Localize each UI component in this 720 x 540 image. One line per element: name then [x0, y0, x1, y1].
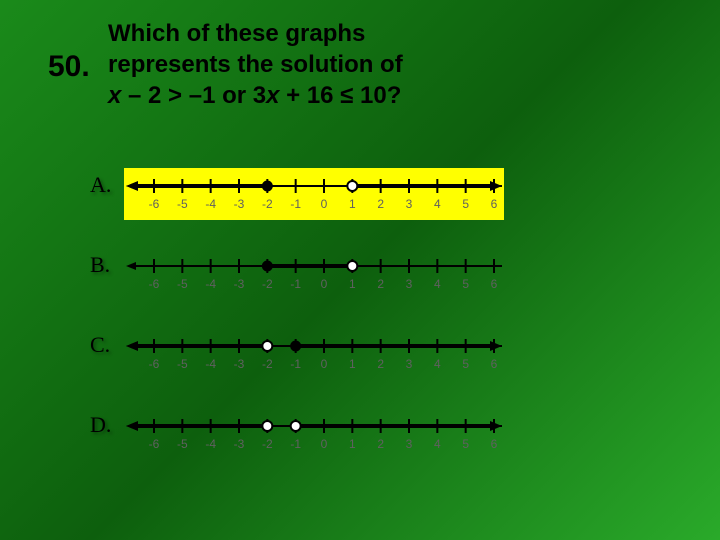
option-label: C.: [90, 328, 124, 358]
q-expr-tail: + 16 ≤ 10?: [279, 82, 401, 109]
option-row: A. -6 -5 -4 -3 -2 -1 0 1 2 3 4 5 6: [90, 168, 504, 220]
question-text: Which of these graphs represents the sol…: [108, 18, 660, 112]
svg-text:5: 5: [462, 357, 469, 371]
svg-text:1: 1: [349, 357, 356, 371]
svg-text:-4: -4: [205, 277, 216, 291]
svg-text:4: 4: [434, 197, 441, 211]
svg-text:-3: -3: [234, 357, 245, 371]
q-expr-mid: – 2 > –1 or 3: [121, 82, 266, 109]
svg-text:3: 3: [406, 197, 413, 211]
svg-text:-6: -6: [149, 197, 160, 211]
svg-text:4: 4: [434, 357, 441, 371]
svg-text:6: 6: [491, 437, 498, 451]
svg-text:1: 1: [349, 277, 356, 291]
numberline-graph: -6 -5 -4 -3 -2 -1 0 1 2 3 4 5 6: [124, 328, 504, 380]
svg-text:5: 5: [462, 197, 469, 211]
option-label: A.: [90, 168, 124, 198]
svg-text:-5: -5: [177, 357, 188, 371]
svg-text:2: 2: [377, 277, 384, 291]
options-container: A. -6 -5 -4 -3 -2 -1 0 1 2 3 4 5 6 B. -6 -5 -4 -3 -2 -1 0 1 2 3 4…: [90, 168, 504, 488]
svg-text:3: 3: [406, 277, 413, 291]
svg-text:2: 2: [377, 197, 384, 211]
numberline-graph: -6 -5 -4 -3 -2 -1 0 1 2 3 4 5 6: [124, 408, 504, 460]
svg-text:6: 6: [491, 277, 498, 291]
svg-text:-2: -2: [262, 277, 273, 291]
svg-text:3: 3: [406, 357, 413, 371]
q-line2: represents the solution of: [108, 51, 403, 78]
svg-text:-4: -4: [205, 357, 216, 371]
q-expr-x2: x: [266, 82, 279, 109]
svg-text:-2: -2: [262, 357, 273, 371]
svg-text:-6: -6: [149, 357, 160, 371]
svg-text:1: 1: [349, 197, 356, 211]
svg-text:-3: -3: [234, 197, 245, 211]
svg-text:1: 1: [349, 437, 356, 451]
svg-text:-6: -6: [149, 437, 160, 451]
svg-text:4: 4: [434, 277, 441, 291]
svg-text:0: 0: [321, 197, 328, 211]
svg-text:6: 6: [491, 357, 498, 371]
svg-text:-4: -4: [205, 197, 216, 211]
svg-text:-5: -5: [177, 277, 188, 291]
option-label: B.: [90, 248, 124, 278]
svg-text:5: 5: [462, 437, 469, 451]
svg-text:-2: -2: [262, 197, 273, 211]
svg-text:-1: -1: [290, 277, 301, 291]
svg-text:-2: -2: [262, 437, 273, 451]
numberline-graph: -6 -5 -4 -3 -2 -1 0 1 2 3 4 5 6: [124, 168, 504, 220]
svg-text:-3: -3: [234, 437, 245, 451]
q-line1: Which of these graphs: [108, 20, 365, 47]
option-row: D. -6 -5 -4 -3 -2 -1 0 1 2 3 4 5 6: [90, 408, 504, 460]
svg-text:-1: -1: [290, 197, 301, 211]
svg-text:-5: -5: [177, 197, 188, 211]
svg-text:-3: -3: [234, 277, 245, 291]
numberline-graph: -6 -5 -4 -3 -2 -1 0 1 2 3 4 5 6: [124, 248, 504, 300]
question-number: 50.: [48, 50, 90, 84]
option-label: D.: [90, 408, 124, 438]
svg-text:3: 3: [406, 437, 413, 451]
svg-text:-4: -4: [205, 437, 216, 451]
svg-text:-5: -5: [177, 437, 188, 451]
svg-text:0: 0: [321, 357, 328, 371]
svg-text:0: 0: [321, 277, 328, 291]
q-expr-x1: x: [108, 82, 121, 109]
svg-text:4: 4: [434, 437, 441, 451]
svg-text:-6: -6: [149, 277, 160, 291]
svg-text:2: 2: [377, 357, 384, 371]
svg-text:-1: -1: [290, 357, 301, 371]
svg-text:5: 5: [462, 277, 469, 291]
svg-text:0: 0: [321, 437, 328, 451]
svg-text:6: 6: [491, 197, 498, 211]
option-row: C. -6 -5 -4 -3 -2 -1 0 1 2 3 4 5 6: [90, 328, 504, 380]
svg-text:2: 2: [377, 437, 384, 451]
question-block: 50. Which of these graphs represents the…: [48, 18, 660, 112]
option-row: B. -6 -5 -4 -3 -2 -1 0 1 2 3 4 5 6: [90, 248, 504, 300]
svg-text:-1: -1: [290, 437, 301, 451]
